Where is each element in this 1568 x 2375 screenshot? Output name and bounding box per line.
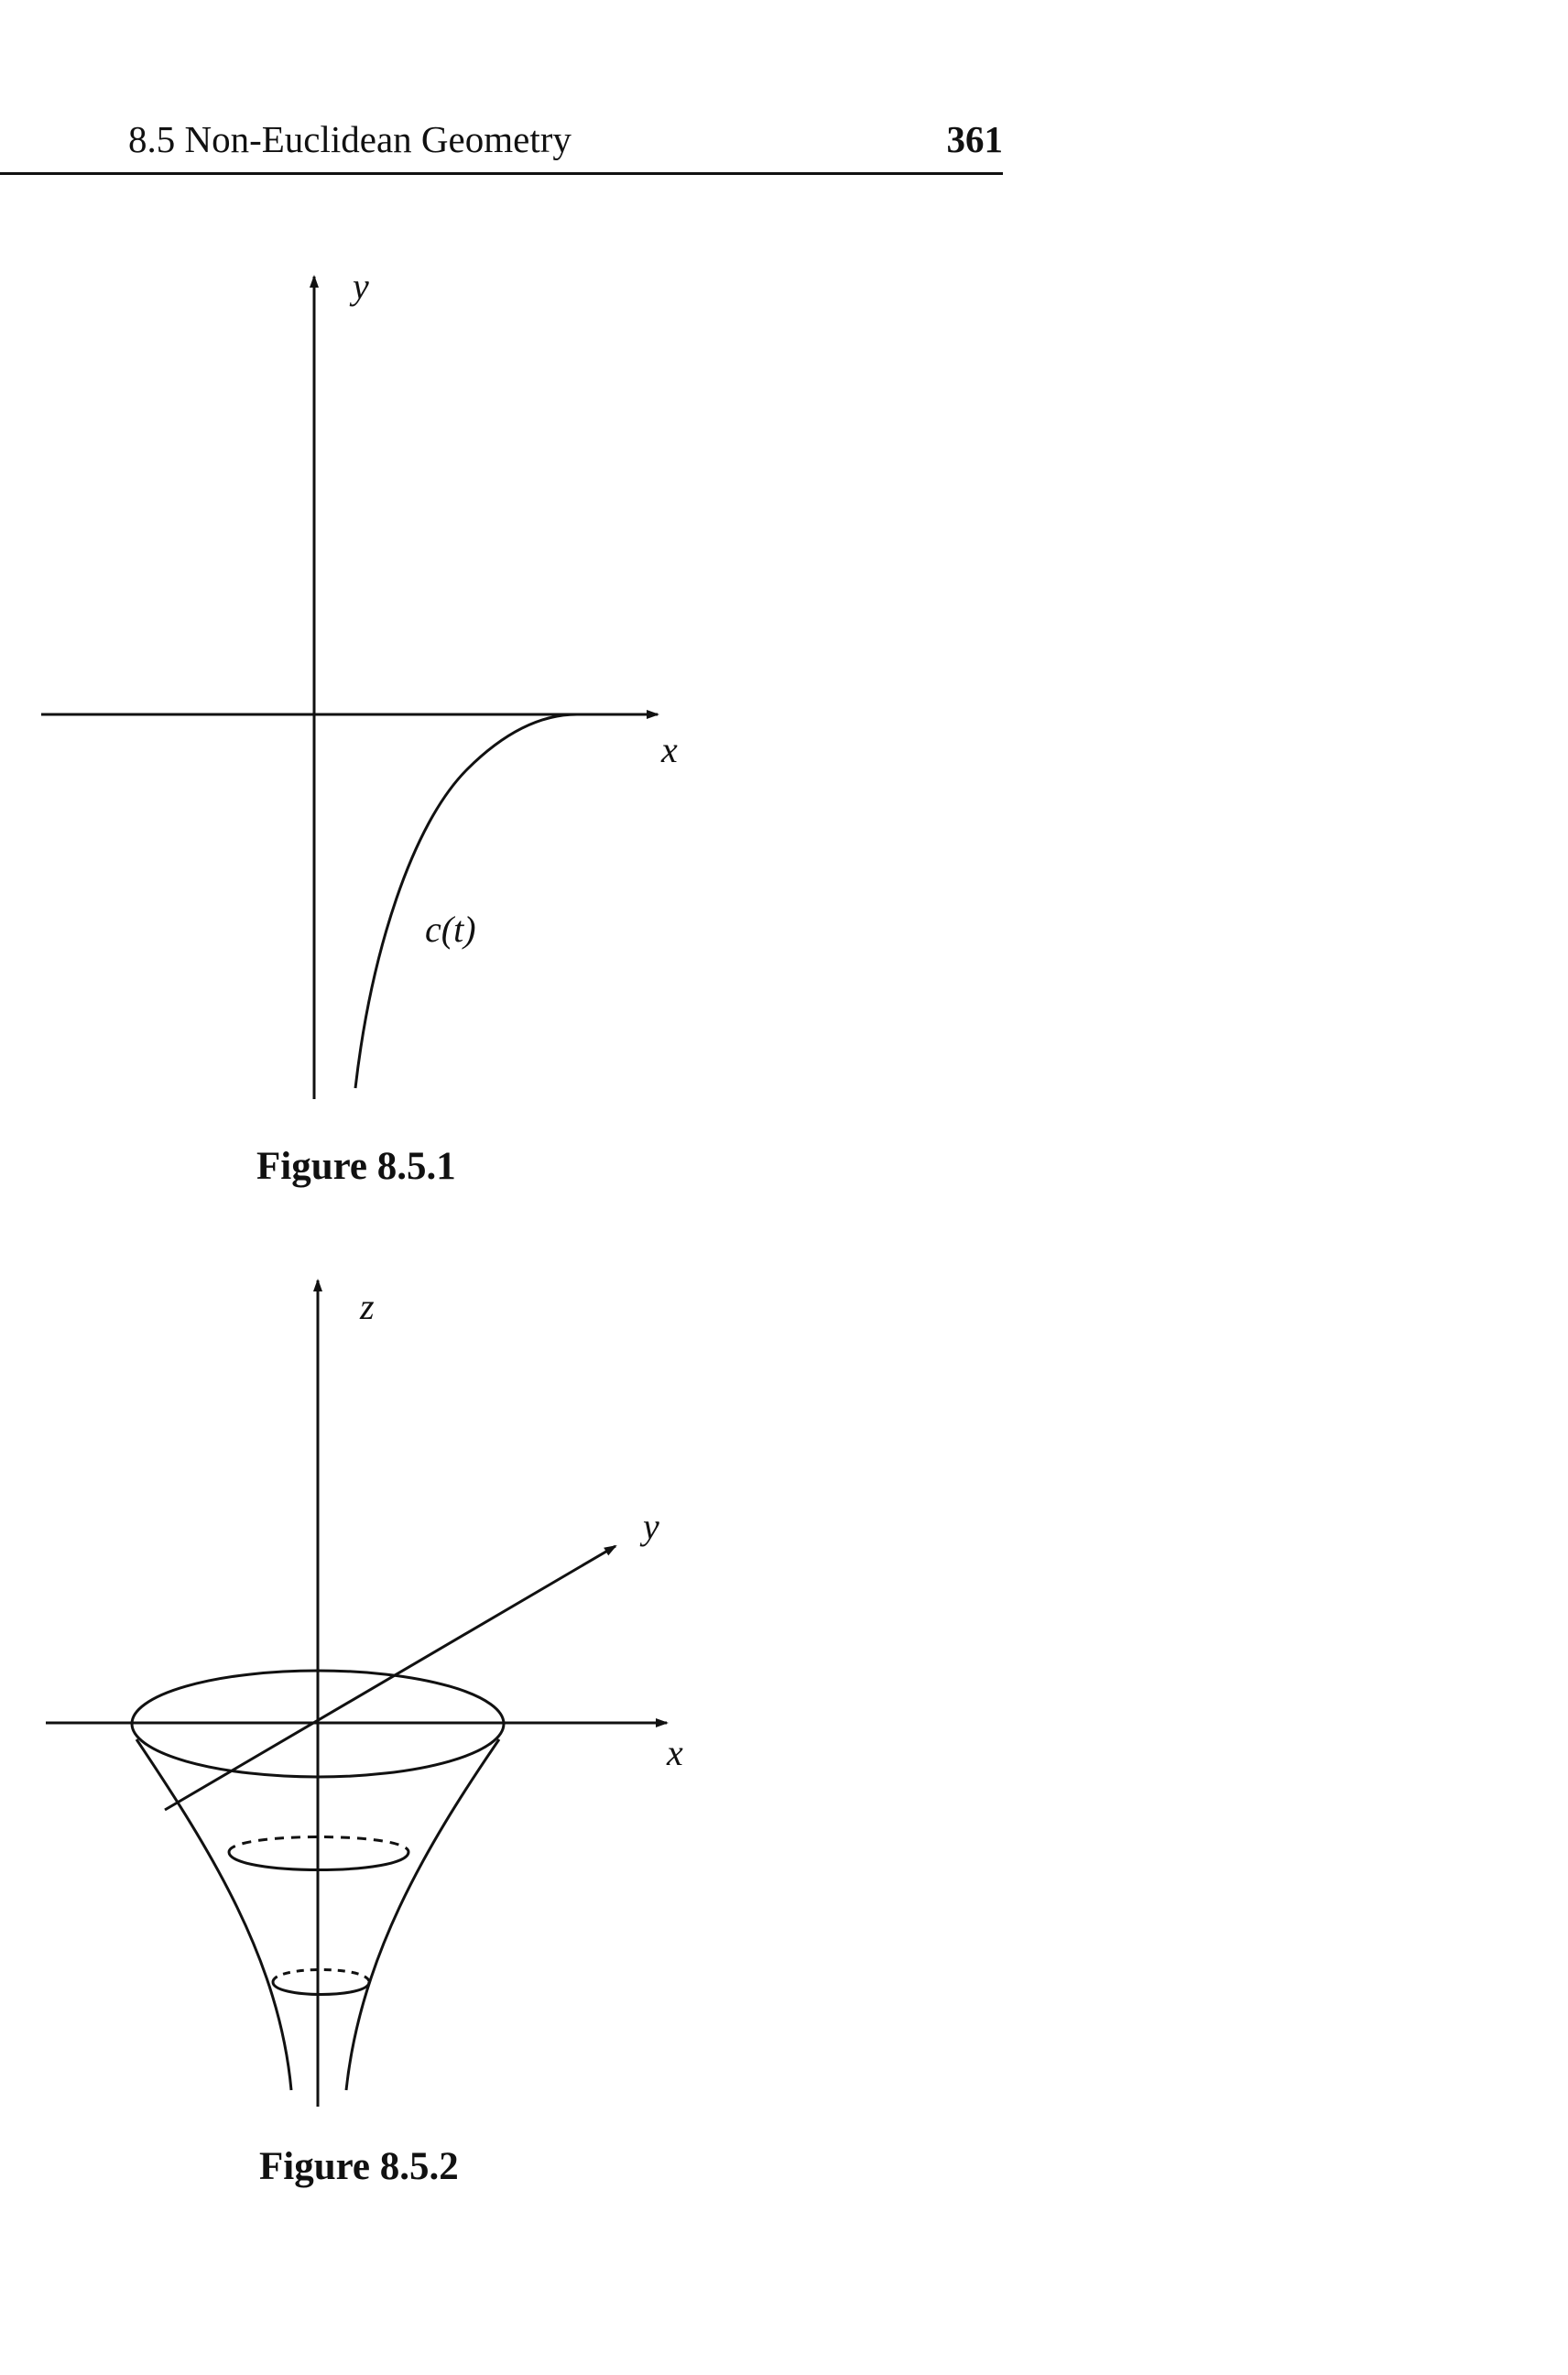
- section-title: 8.5 Non-Euclidean Geometry: [128, 118, 572, 160]
- y-axis: [164, 1544, 617, 1812]
- x-axis-label: x: [660, 729, 678, 770]
- surface-right-edge: [344, 1738, 501, 2091]
- rim-ellipse: [130, 1669, 506, 1779]
- figure-8-5-2: z y x: [46, 1279, 683, 2107]
- figure-caption-2: Figure 8.5.2: [259, 2145, 459, 2188]
- middle-section-front: [227, 1851, 410, 1871]
- figure-caption-1: Figure 8.5.1: [256, 1145, 456, 1188]
- page-number: 361: [946, 118, 1004, 160]
- z-axis-label: z: [359, 1286, 375, 1327]
- lower-section-front: [271, 1981, 371, 1996]
- x-axis-label: x: [666, 1732, 683, 1773]
- y-axis-label: y: [349, 266, 369, 307]
- surface-left-edge: [135, 1738, 293, 2091]
- curve-label: c(t): [425, 909, 476, 950]
- lower-section-back: [271, 1968, 371, 1983]
- curve-c-t: [354, 713, 578, 1089]
- running-head: 8.5 Non-Euclidean Geometry 361: [0, 0, 1003, 176]
- header-rule: [0, 172, 1003, 175]
- figure-8-5-1: y x c(t): [41, 266, 678, 1099]
- y-axis-label: y: [639, 1506, 659, 1547]
